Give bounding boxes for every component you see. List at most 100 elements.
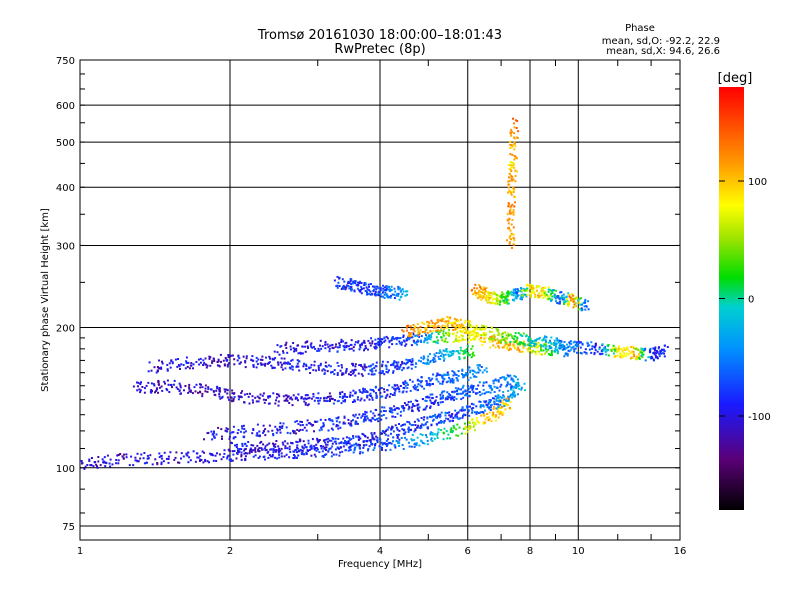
data-point <box>413 439 416 441</box>
data-point <box>450 414 453 417</box>
data-point <box>412 328 415 331</box>
data-point <box>353 443 356 446</box>
data-point <box>296 444 299 447</box>
data-point <box>338 344 341 347</box>
data-point <box>345 443 348 446</box>
data-point <box>432 402 435 405</box>
data-point <box>509 393 512 396</box>
data-point <box>342 340 344 343</box>
data-point <box>372 373 375 376</box>
data-point <box>594 346 597 349</box>
data-point <box>464 390 467 393</box>
data-point <box>339 426 342 429</box>
data-point <box>337 438 340 440</box>
data-point <box>507 164 510 166</box>
data-point <box>424 406 427 409</box>
data-point <box>388 340 391 343</box>
data-point <box>361 366 364 369</box>
data-point <box>324 441 327 444</box>
data-point <box>547 353 550 356</box>
data-point <box>247 395 250 398</box>
data-point <box>329 400 331 402</box>
data-point <box>531 286 533 289</box>
data-point <box>384 339 387 342</box>
data-point <box>429 361 432 364</box>
data-point <box>611 347 614 350</box>
data-point <box>459 329 462 332</box>
data-point <box>331 437 334 439</box>
data-point <box>335 424 338 426</box>
data-point <box>448 332 451 335</box>
data-point <box>409 335 412 338</box>
data-point <box>97 456 100 458</box>
data-point <box>285 453 288 456</box>
data-point <box>540 349 543 352</box>
data-point <box>545 345 548 348</box>
data-point <box>399 365 402 368</box>
data-point <box>343 345 346 348</box>
data-point <box>207 386 210 389</box>
data-point <box>418 426 421 429</box>
data-point <box>345 346 348 349</box>
data-point <box>507 219 510 222</box>
data-point <box>391 411 394 414</box>
data-point <box>260 358 262 361</box>
data-point <box>509 140 512 143</box>
data-point <box>480 287 482 290</box>
data-point <box>402 382 405 385</box>
data-point <box>244 366 247 369</box>
data-point <box>542 349 545 352</box>
data-point <box>474 291 477 294</box>
data-point <box>500 293 503 296</box>
data-point <box>293 450 296 453</box>
data-point <box>414 424 417 427</box>
data-point <box>360 287 363 290</box>
data-point <box>510 290 513 293</box>
data-point <box>551 354 553 357</box>
data-point <box>222 456 225 458</box>
data-point <box>360 365 363 367</box>
data-point <box>285 398 288 400</box>
data-point <box>254 447 257 450</box>
data-point <box>553 339 556 342</box>
data-point <box>399 410 402 413</box>
data-point <box>479 411 482 414</box>
data-point <box>517 383 520 386</box>
data-point <box>328 350 331 353</box>
data-point <box>510 378 513 381</box>
data-point <box>483 286 486 289</box>
data-point <box>425 380 428 383</box>
data-point <box>171 361 174 364</box>
data-point <box>147 381 150 384</box>
data-point <box>281 425 284 428</box>
data-point <box>398 298 401 301</box>
data-point <box>206 460 209 463</box>
data-point <box>494 416 497 419</box>
data-point <box>508 292 510 295</box>
data-point <box>410 445 413 448</box>
data-point <box>233 450 236 452</box>
data-point <box>245 357 248 360</box>
data-point <box>368 398 371 401</box>
data-point <box>514 375 517 378</box>
data-point <box>278 456 281 459</box>
data-point <box>413 327 416 330</box>
data-point <box>219 353 222 356</box>
data-point <box>655 350 658 352</box>
data-point <box>466 394 469 397</box>
data-point <box>243 443 246 446</box>
data-point <box>647 356 650 359</box>
data-point <box>197 358 200 361</box>
data-point <box>512 288 515 291</box>
data-point <box>255 360 258 363</box>
data-point <box>655 352 658 355</box>
data-point <box>507 205 510 208</box>
data-point <box>472 407 475 409</box>
data-point <box>388 346 391 349</box>
data-point <box>344 342 347 345</box>
data-point <box>393 361 395 364</box>
data-point <box>442 355 445 358</box>
data-point <box>453 399 455 402</box>
data-point <box>666 346 669 348</box>
data-point <box>428 335 431 338</box>
